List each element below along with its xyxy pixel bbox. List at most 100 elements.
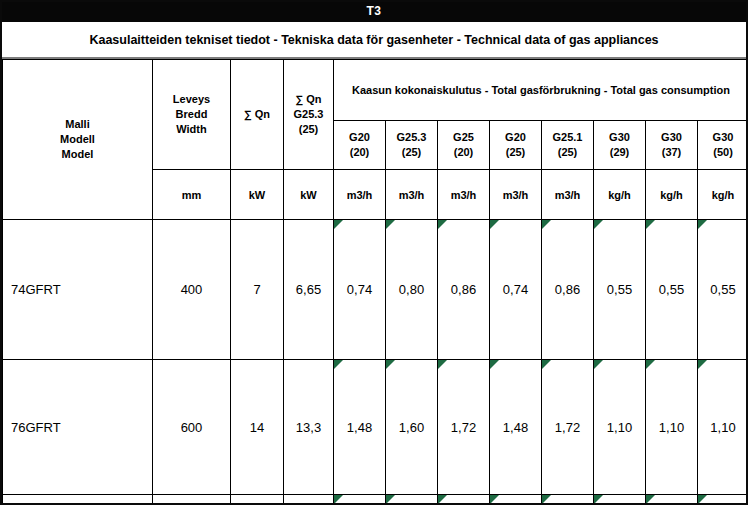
cell-consumption: 1,48 [334, 360, 386, 495]
cell-consumption: 1,10 [646, 360, 698, 495]
unit-gas: kg/h [698, 170, 748, 220]
header-gas-g25-20: G25 (20) [438, 121, 490, 170]
cell-consumption [334, 495, 386, 505]
cell-value: 1,10 [710, 420, 735, 435]
cell-value: 0,55 [659, 282, 684, 297]
error-marker-icon [594, 495, 603, 504]
error-marker-icon [334, 360, 343, 369]
error-marker-icon [438, 360, 447, 369]
header-width: Leveys Bredd Width [153, 60, 231, 170]
error-marker-icon [594, 360, 603, 369]
table-subtitle: Kaasulaitteiden tekniset tiedot - Teknis… [2, 22, 746, 59]
unit-sum-qn-g253: kW [284, 170, 334, 220]
header-gas-g20-20: G20 (20) [334, 121, 386, 170]
error-marker-icon [490, 495, 499, 504]
error-marker-icon [646, 360, 655, 369]
header-model: Malli Modell Model [3, 60, 153, 220]
cell-consumption: 1,72 [542, 360, 594, 495]
table-caption-bar: T3 [2, 2, 746, 22]
table-caption: T3 [366, 4, 381, 18]
cell-consumption: 0,55 [698, 220, 748, 360]
header-gas-g30-37: G30 (37) [646, 121, 698, 170]
cell-model [3, 495, 153, 505]
error-marker-icon [698, 495, 707, 504]
cell-consumption [386, 495, 438, 505]
cell-consumption: 1,48 [490, 360, 542, 495]
error-marker-icon [386, 495, 395, 504]
gas-appliances-table: Malli Modell Model Leveys Bredd Width ∑ … [2, 59, 748, 505]
error-marker-icon [542, 495, 551, 504]
error-marker-icon [438, 220, 447, 229]
cell-value: 1,72 [555, 420, 580, 435]
error-marker-icon [490, 360, 499, 369]
unit-width: mm [153, 170, 231, 220]
cell-value: 1,48 [503, 420, 528, 435]
unit-gas: kg/h [594, 170, 646, 220]
error-marker-icon [698, 360, 707, 369]
header-gas-g30-29: G30 (29) [594, 121, 646, 170]
cell-model: 74GFRT [3, 220, 153, 360]
cell-value: 0,86 [451, 282, 476, 297]
unit-gas: m3/h [542, 170, 594, 220]
cell-model: 76GFRT [3, 360, 153, 495]
cell-width: 400 [153, 220, 231, 360]
cell-value: 0,55 [710, 282, 735, 297]
cell-value: 1,10 [659, 420, 684, 435]
error-marker-icon [542, 360, 551, 369]
error-marker-icon [646, 495, 655, 504]
cell-sum-qn-g253 [284, 495, 334, 505]
cell-value: 0,74 [347, 282, 372, 297]
error-marker-icon [334, 220, 343, 229]
cell-consumption [542, 495, 594, 505]
cell-sum-qn: 14 [231, 360, 284, 495]
header-gas-g30-50: G30 (50) [698, 121, 748, 170]
cell-consumption: 0,55 [646, 220, 698, 360]
error-marker-icon [542, 220, 551, 229]
cell-value: 0,80 [399, 282, 424, 297]
cell-consumption [698, 495, 748, 505]
cell-consumption [438, 495, 490, 505]
cell-value: 0,55 [607, 282, 632, 297]
error-marker-icon [334, 495, 343, 504]
unit-sum-qn: kW [231, 170, 284, 220]
cell-sum-qn: 7 [231, 220, 284, 360]
cell-consumption: 1,10 [594, 360, 646, 495]
header-gas-g20-25: G20 (25) [490, 121, 542, 170]
cell-value: 1,48 [347, 420, 372, 435]
error-marker-icon [698, 220, 707, 229]
header-gas-g251-25: G25.1 (25) [542, 121, 594, 170]
cell-consumption [646, 495, 698, 505]
cell-consumption [594, 495, 646, 505]
cell-consumption: 0,74 [334, 220, 386, 360]
error-marker-icon [594, 220, 603, 229]
error-marker-icon [386, 360, 395, 369]
unit-gas: m3/h [334, 170, 386, 220]
cell-consumption: 0,86 [542, 220, 594, 360]
cell-value: 0,86 [555, 282, 580, 297]
cell-value: 1,10 [607, 420, 632, 435]
error-marker-icon [438, 495, 447, 504]
cell-consumption: 0,86 [438, 220, 490, 360]
cell-value: 1,60 [399, 420, 424, 435]
cell-sum-qn-g253: 6,65 [284, 220, 334, 360]
header-sum-qn: ∑ Qn [231, 60, 284, 170]
cell-consumption [490, 495, 542, 505]
cell-consumption: 0,74 [490, 220, 542, 360]
table-row: 74GFRT 400 7 6,65 0,74 0,80 0,86 0,74 0,… [3, 220, 748, 360]
table-row: 76GFRT 600 14 13,3 1,48 1,60 1,72 1,48 1… [3, 360, 748, 495]
error-marker-icon [646, 220, 655, 229]
cell-consumption: 1,10 [698, 360, 748, 495]
cell-value: 0,74 [503, 282, 528, 297]
cell-width [153, 495, 231, 505]
cell-consumption: 0,80 [386, 220, 438, 360]
page: T3 Kaasulaitteiden tekniset tiedot - Tek… [0, 0, 748, 505]
cell-consumption: 0,55 [594, 220, 646, 360]
error-marker-icon [490, 220, 499, 229]
unit-gas: m3/h [438, 170, 490, 220]
table-row-clipped [3, 495, 748, 505]
cell-value: 1,72 [451, 420, 476, 435]
unit-gas: m3/h [490, 170, 542, 220]
cell-consumption: 1,72 [438, 360, 490, 495]
cell-width: 600 [153, 360, 231, 495]
header-gas-g253-25: G25.3 (25) [386, 121, 438, 170]
